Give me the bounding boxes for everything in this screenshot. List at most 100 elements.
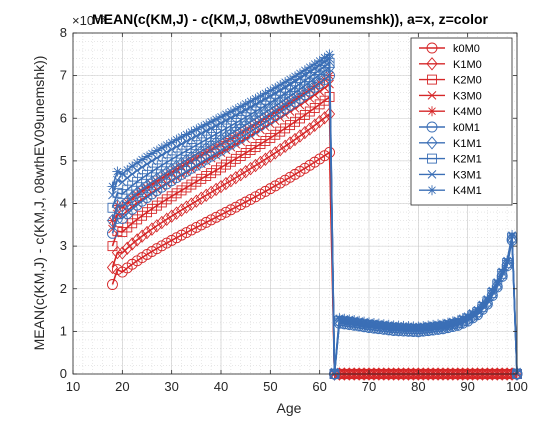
data-point bbox=[161, 212, 173, 227]
data-point bbox=[210, 182, 222, 197]
data-point bbox=[116, 199, 128, 213]
y-exponent-label: ×10⁻³ bbox=[72, 13, 106, 28]
data-point bbox=[185, 197, 197, 211]
data-point bbox=[206, 116, 217, 127]
data-point bbox=[220, 129, 232, 144]
data-point bbox=[235, 199, 247, 211]
data-point bbox=[225, 127, 237, 141]
data-point bbox=[108, 190, 117, 200]
data-point bbox=[210, 135, 222, 150]
data-point bbox=[245, 161, 257, 176]
legend-label: k0M0 bbox=[453, 43, 480, 55]
x-tick-label: 10 bbox=[66, 379, 80, 394]
data-point bbox=[339, 313, 350, 324]
data-point bbox=[492, 276, 503, 287]
data-point bbox=[187, 134, 196, 144]
data-point bbox=[215, 132, 227, 147]
data-point bbox=[319, 52, 330, 63]
data-point bbox=[249, 158, 262, 173]
data-point bbox=[151, 219, 163, 233]
data-point bbox=[137, 154, 148, 165]
data-point bbox=[126, 190, 138, 204]
data-point bbox=[231, 110, 241, 120]
data-point bbox=[121, 194, 133, 209]
data-point bbox=[106, 260, 119, 275]
data-point bbox=[216, 111, 226, 122]
data-point bbox=[107, 181, 118, 192]
data-point bbox=[240, 118, 252, 132]
y-tick-label: 5 bbox=[60, 153, 67, 168]
data-point bbox=[126, 237, 138, 251]
data-point bbox=[270, 82, 281, 93]
data-point bbox=[122, 173, 132, 183]
data-point bbox=[235, 101, 246, 112]
data-point bbox=[141, 225, 153, 240]
data-point bbox=[462, 311, 473, 322]
data-point bbox=[230, 104, 241, 115]
data-point bbox=[200, 141, 212, 156]
data-point bbox=[151, 172, 163, 186]
data-point bbox=[457, 313, 468, 324]
data-point bbox=[264, 149, 276, 163]
data-point bbox=[171, 206, 183, 220]
data-point bbox=[205, 138, 217, 153]
data-point bbox=[314, 114, 326, 129]
data-point bbox=[136, 229, 148, 243]
data-point bbox=[447, 316, 458, 327]
data-point bbox=[502, 255, 513, 266]
x-tick-label: 80 bbox=[411, 379, 425, 394]
data-point bbox=[240, 196, 252, 208]
x-tick-label: 70 bbox=[362, 379, 376, 394]
data-point bbox=[176, 132, 187, 143]
data-point bbox=[280, 77, 291, 88]
data-point bbox=[186, 126, 197, 137]
legend-entry-K3M1: K3M1 bbox=[419, 169, 482, 181]
data-point bbox=[206, 144, 217, 155]
legend-entry-K4M1: K4M1 bbox=[419, 185, 482, 197]
y-axis-title: MEAN(c(KM,J) - c(KM,J, 08wthEV09unemshk)… bbox=[31, 56, 47, 351]
data-point bbox=[329, 366, 340, 377]
data-point bbox=[309, 59, 320, 70]
data-point bbox=[166, 209, 178, 223]
y-tick-label: 7 bbox=[60, 68, 67, 83]
data-point bbox=[201, 126, 211, 136]
data-point bbox=[200, 216, 212, 228]
data-point bbox=[359, 316, 370, 327]
data-point bbox=[141, 178, 153, 193]
data-point bbox=[215, 209, 227, 221]
data-point bbox=[309, 118, 321, 133]
data-point bbox=[235, 167, 247, 182]
data-point bbox=[240, 98, 251, 109]
data-point bbox=[426, 42, 438, 54]
data-point bbox=[511, 367, 523, 381]
data-point bbox=[250, 191, 261, 203]
y-tick-label: 6 bbox=[60, 110, 67, 125]
data-point bbox=[427, 91, 437, 100]
data-point bbox=[260, 88, 271, 99]
y-tick-label: 8 bbox=[60, 25, 67, 40]
y-tick-label: 2 bbox=[60, 281, 67, 296]
legend: k0M0 K1M0 K2M0 K3M0 K4M0 k0M1 K1M1 K2M1 K3M1 K4M1 bbox=[410, 37, 513, 206]
data-point bbox=[289, 132, 301, 147]
legend-entry-K3M0: K3M0 bbox=[419, 90, 482, 102]
data-point bbox=[195, 191, 207, 205]
data-point bbox=[245, 96, 256, 107]
y-tick-label: 4 bbox=[60, 196, 67, 211]
data-point bbox=[146, 175, 158, 189]
legend-label: K3M0 bbox=[453, 90, 482, 102]
data-point bbox=[175, 203, 188, 217]
data-point bbox=[225, 204, 237, 216]
data-point bbox=[442, 317, 453, 328]
data-point bbox=[383, 319, 394, 330]
data-point bbox=[131, 233, 143, 247]
data-point bbox=[166, 234, 178, 246]
data-point bbox=[132, 157, 143, 168]
data-point bbox=[304, 84, 315, 95]
data-point bbox=[245, 115, 257, 129]
y-tick-label: 1 bbox=[60, 323, 67, 338]
data-point bbox=[467, 307, 478, 318]
data-point bbox=[106, 213, 119, 228]
data-point bbox=[220, 136, 231, 147]
data-point bbox=[378, 319, 389, 330]
data-point bbox=[334, 313, 345, 324]
